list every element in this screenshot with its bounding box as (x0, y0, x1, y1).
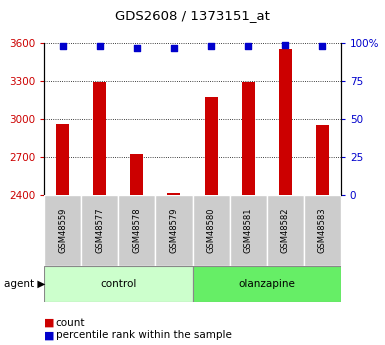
Bar (279, 49, 291, 195)
Point (208, 43, 214, 49)
Bar (192, 195, 229, 266)
Point (60, 43, 66, 49)
Bar (304, 195, 341, 266)
Text: percentile rank within the sample: percentile rank within the sample (56, 331, 232, 340)
Bar (167, 193, 181, 195)
Text: count: count (56, 318, 85, 327)
Text: GSM48578: GSM48578 (132, 207, 141, 253)
Bar (119, 195, 156, 266)
Text: olanzapine: olanzapine (238, 279, 295, 289)
Bar (44, 266, 192, 302)
Point (282, 42, 288, 47)
Text: GSM48582: GSM48582 (281, 208, 290, 253)
Bar (316, 125, 329, 195)
Text: GSM48577: GSM48577 (95, 207, 104, 253)
Bar (204, 97, 218, 195)
Point (245, 43, 251, 49)
Bar (192, 266, 341, 302)
Text: GDS2608 / 1373151_at: GDS2608 / 1373151_at (115, 9, 270, 22)
Bar (81, 195, 119, 266)
Text: GSM48580: GSM48580 (206, 208, 216, 253)
Text: GSM48581: GSM48581 (244, 208, 253, 253)
Text: agent ▶: agent ▶ (4, 279, 45, 289)
Text: GSM48583: GSM48583 (318, 207, 327, 253)
Text: GSM48559: GSM48559 (58, 208, 67, 253)
Bar (156, 195, 192, 266)
Text: ■: ■ (44, 331, 55, 340)
Bar (229, 195, 266, 266)
Text: ■: ■ (44, 318, 55, 327)
Bar (56, 124, 69, 195)
Bar (44, 195, 81, 266)
Point (134, 45, 140, 50)
Point (171, 45, 177, 50)
Bar (94, 82, 106, 195)
Point (319, 43, 325, 49)
Text: control: control (100, 279, 137, 289)
Text: GSM48579: GSM48579 (169, 208, 179, 253)
Bar (131, 155, 143, 195)
Point (97, 43, 103, 49)
Bar (267, 195, 304, 266)
Bar (242, 82, 254, 195)
